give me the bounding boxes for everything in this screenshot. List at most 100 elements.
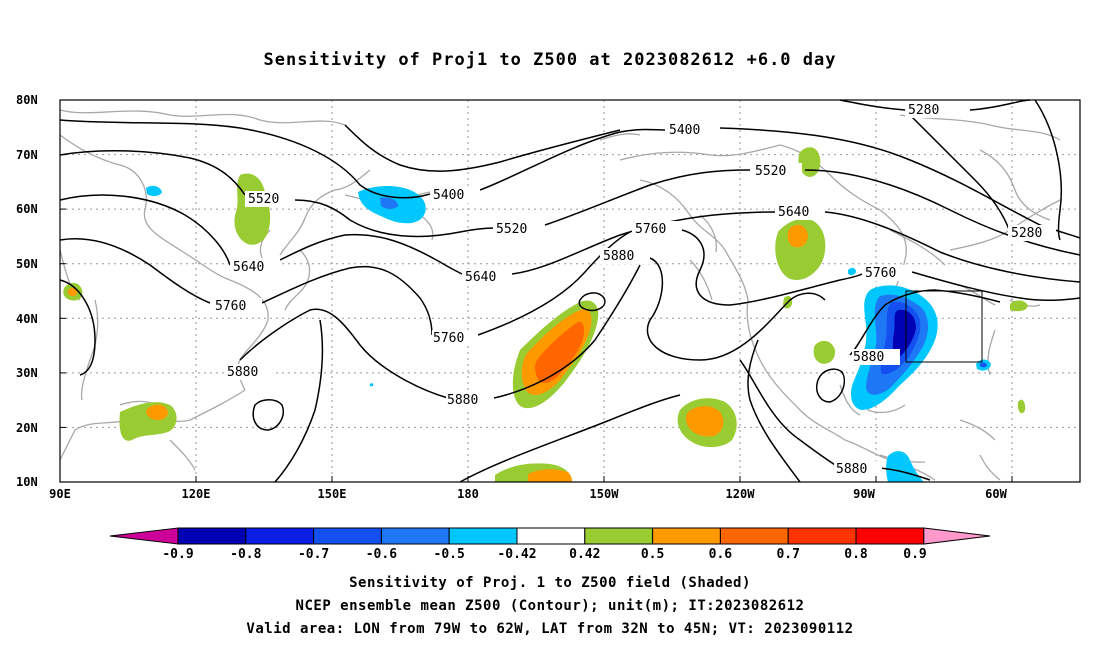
lon-label: 120W — [726, 487, 756, 501]
lon-label: 150E — [318, 487, 347, 501]
contour-label: 5880 — [227, 365, 258, 380]
contour-closed-mexico — [816, 368, 846, 403]
lat-label: 70N — [16, 148, 38, 162]
contour-5880-e — [739, 359, 841, 469]
colorbar: -0.9 -0.8 -0.7 -0.6 -0.5 -0.42 0.42 0.5 … — [109, 527, 991, 562]
colorbar-low-arrow — [109, 527, 179, 545]
shade-lightblue-us-small — [848, 267, 856, 276]
contour-label: 5640 — [778, 205, 809, 220]
lon-label: 60W — [985, 487, 1007, 501]
colorbar-box — [177, 527, 247, 545]
shade-green-atlantic-south — [1017, 399, 1026, 414]
shade-orange-canada — [787, 224, 808, 248]
valid-area-box — [905, 290, 983, 363]
contour-5760-c — [477, 231, 631, 336]
contour-5640-a — [59, 194, 231, 266]
contour-labels: 5280 5280 5400 5400 5520 5520 5520 5640 … — [212, 102, 1056, 477]
shade-lightblue-asia — [146, 185, 162, 197]
longitude-labels: 90E 120E 150E 180 150W 120W 90W 60W — [49, 487, 1007, 501]
shade-blue-kamchatka — [380, 197, 398, 209]
lon-label: 120E — [182, 487, 211, 501]
lat-label: 40N — [16, 312, 38, 326]
shade-green-canada-north — [798, 147, 821, 177]
contour-5880-h — [459, 394, 681, 483]
shade-orange-pacific-south — [528, 469, 572, 482]
colorbar-box — [245, 527, 315, 545]
contour-south-b — [747, 339, 801, 483]
map-frame — [59, 99, 1081, 483]
contour-label: 5880 — [447, 393, 478, 408]
shade-orange-south-china — [146, 404, 168, 420]
contour-label: 5760 — [635, 222, 666, 237]
contour-5760-a — [59, 238, 211, 304]
contour-label: 5760 — [433, 331, 464, 346]
colorbar-label: 0.8 — [844, 547, 868, 562]
colorbar-label: -0.5 — [434, 547, 465, 562]
contour-5280-d — [1034, 99, 1063, 241]
contour-5280-a — [839, 99, 906, 111]
contour-label: 5880 — [836, 462, 867, 477]
colorbar-box — [313, 527, 382, 545]
shade-orange-pacific-east — [685, 406, 724, 437]
contour-south-a — [274, 319, 324, 483]
contour-label: 5520 — [496, 222, 527, 237]
contour-label: 5400 — [669, 123, 700, 138]
map-title: Sensitivity of Proj1 to Z500 at 20230826… — [263, 50, 837, 70]
contour-label: 5880 — [603, 249, 634, 264]
contour-5520-d — [804, 169, 1081, 256]
colorbar-label: -0.7 — [298, 547, 329, 562]
shade-blue-atlantic-point — [980, 362, 987, 368]
colorbar-label: -0.9 — [162, 547, 193, 562]
colorbar-label: -0.8 — [230, 547, 261, 562]
contour-label: 5280 — [908, 103, 939, 118]
contour-5880-g — [849, 289, 1001, 356]
contour-label: 5880 — [853, 350, 884, 365]
colorbar-box — [855, 527, 925, 545]
lat-label: 60N — [16, 202, 38, 216]
shade-orange-asia-west — [68, 287, 77, 297]
lat-label: 10N — [16, 475, 38, 489]
contour-5400-a — [59, 119, 431, 199]
colorbar-label: 0.9 — [903, 547, 926, 562]
contour-5880-a — [59, 279, 96, 376]
colorbar-box — [516, 527, 586, 545]
contour-5880-f — [879, 467, 931, 481]
lon-label: 180 — [457, 487, 479, 501]
contour-5640-b — [279, 233, 463, 275]
shade-green-us-central — [813, 340, 836, 364]
contour-closed-pacific — [578, 292, 606, 312]
colorbar-box — [380, 527, 450, 545]
colorbar-high-arrow — [923, 527, 991, 545]
colorbar-label: -0.42 — [497, 547, 536, 562]
colorbar-label: 0.6 — [709, 547, 733, 562]
contour-5400-b — [479, 128, 666, 191]
contour-5880-d — [646, 257, 826, 361]
latitude-labels: 80N 70N 60N 50N 40N 30N 20N 10N — [16, 93, 38, 489]
colorbar-box — [448, 527, 518, 545]
colorbar-box — [719, 527, 789, 545]
shade-darkblue-us-east — [892, 309, 916, 358]
colorbar-label: 0.42 — [569, 547, 600, 562]
lon-label: 90W — [853, 487, 875, 501]
contour-label: 5520 — [248, 192, 279, 207]
colorbar-label: 0.5 — [641, 547, 664, 562]
contour-label: 5760 — [215, 299, 246, 314]
shade-lightblue-caribbean — [886, 451, 924, 482]
lon-label: 150W — [590, 487, 620, 501]
contour-label: 5640 — [465, 270, 496, 285]
colorbar-label: -0.6 — [366, 547, 397, 562]
colorbar-label: 0.7 — [776, 547, 799, 562]
shade-green-atlantic-east — [1010, 300, 1028, 312]
contour-label: 5280 — [1011, 226, 1042, 241]
shade-darkorange-pacific-central — [535, 321, 585, 383]
lat-label: 50N — [16, 257, 38, 271]
contour-5280-c — [904, 109, 1011, 233]
shade-lightblue-pacific-dot — [369, 383, 374, 387]
contour-5520-c — [544, 169, 751, 226]
colorbar-box — [652, 527, 721, 545]
colorbar-box — [787, 527, 857, 545]
caption-shaded: Sensitivity of Proj. 1 to Z500 field (Sh… — [349, 575, 751, 591]
contour-5760-d — [681, 229, 863, 306]
contour-5880-c — [493, 264, 641, 399]
tick-marks — [60, 99, 1013, 482]
